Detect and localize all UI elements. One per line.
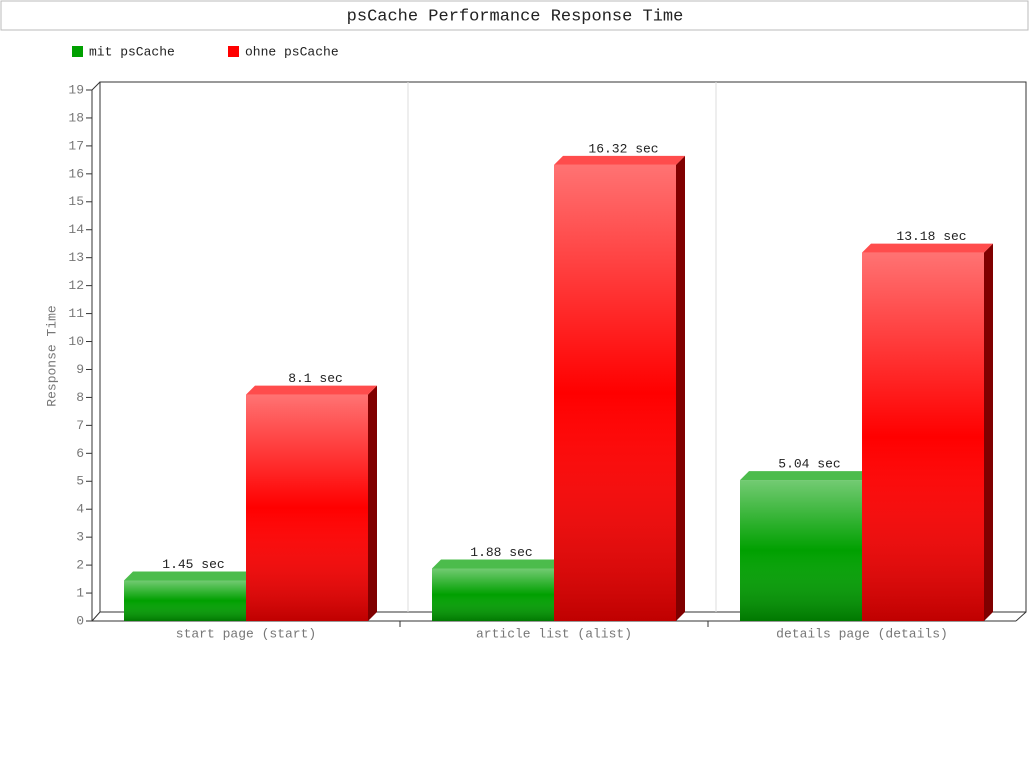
- bar-side: [984, 243, 993, 621]
- axis-edge: [91, 81, 101, 91]
- y-tick-label: 10: [68, 334, 84, 349]
- bar-top: [124, 571, 255, 581]
- y-tick-label: 17: [68, 138, 84, 153]
- floor-edge: [1015, 611, 1027, 622]
- y-tick-label: 6: [76, 446, 84, 461]
- value-label: 1.88 sec: [470, 545, 532, 560]
- x-tick-label: article list (alist): [476, 626, 632, 641]
- y-tick-label: 4: [76, 502, 84, 517]
- bar-side: [676, 155, 685, 622]
- legend-label: mit psCache: [89, 44, 175, 59]
- value-label: 13.18 sec: [896, 229, 966, 244]
- bar-top: [862, 243, 993, 253]
- value-label: 1.45 sec: [162, 557, 224, 572]
- legend-label: ohne psCache: [245, 44, 339, 59]
- y-tick-label: 8: [76, 390, 84, 405]
- y-tick-label: 18: [68, 110, 84, 125]
- y-tick-label: 0: [76, 613, 84, 628]
- y-tick-label: 13: [68, 250, 84, 265]
- bar-top: [432, 559, 563, 569]
- bar-shade: [124, 580, 246, 621]
- y-axis-label: Response Time: [44, 305, 59, 406]
- value-label: 16.32 sec: [588, 141, 658, 156]
- x-tick-label: start page (start): [176, 626, 316, 641]
- y-tick-label: 16: [68, 166, 84, 181]
- y-tick-label: 19: [68, 82, 84, 97]
- x-tick-label: details page (details): [776, 626, 948, 641]
- value-label: 8.1 sec: [288, 371, 343, 386]
- y-tick-label: 12: [68, 278, 84, 293]
- y-tick-label: 14: [68, 222, 84, 237]
- y-tick-label: 1: [76, 585, 84, 600]
- bar-shade: [554, 164, 676, 622]
- value-label: 5.04 sec: [778, 457, 840, 472]
- y-tick-label: 7: [76, 418, 84, 433]
- chart-title: psCache Performance Response Time: [347, 7, 684, 26]
- floor-edge: [91, 611, 101, 622]
- legend-swatch: [72, 46, 83, 57]
- bar-shade: [862, 252, 984, 621]
- y-tick-label: 15: [68, 194, 84, 209]
- y-tick-label: 11: [68, 306, 84, 321]
- y-tick-label: 3: [76, 530, 84, 545]
- bar-top: [554, 155, 685, 165]
- y-tick-label: 5: [76, 474, 84, 489]
- bar-shade: [432, 568, 554, 621]
- bar-top: [246, 385, 377, 395]
- bar-shade: [740, 480, 862, 621]
- bar-shade: [246, 394, 368, 621]
- bar-top: [740, 471, 871, 481]
- y-tick-label: 9: [76, 362, 84, 377]
- title-box: [0, 0, 1029, 31]
- legend-swatch: [228, 46, 239, 57]
- y-tick-label: 2: [76, 558, 84, 573]
- bar-side: [368, 385, 377, 621]
